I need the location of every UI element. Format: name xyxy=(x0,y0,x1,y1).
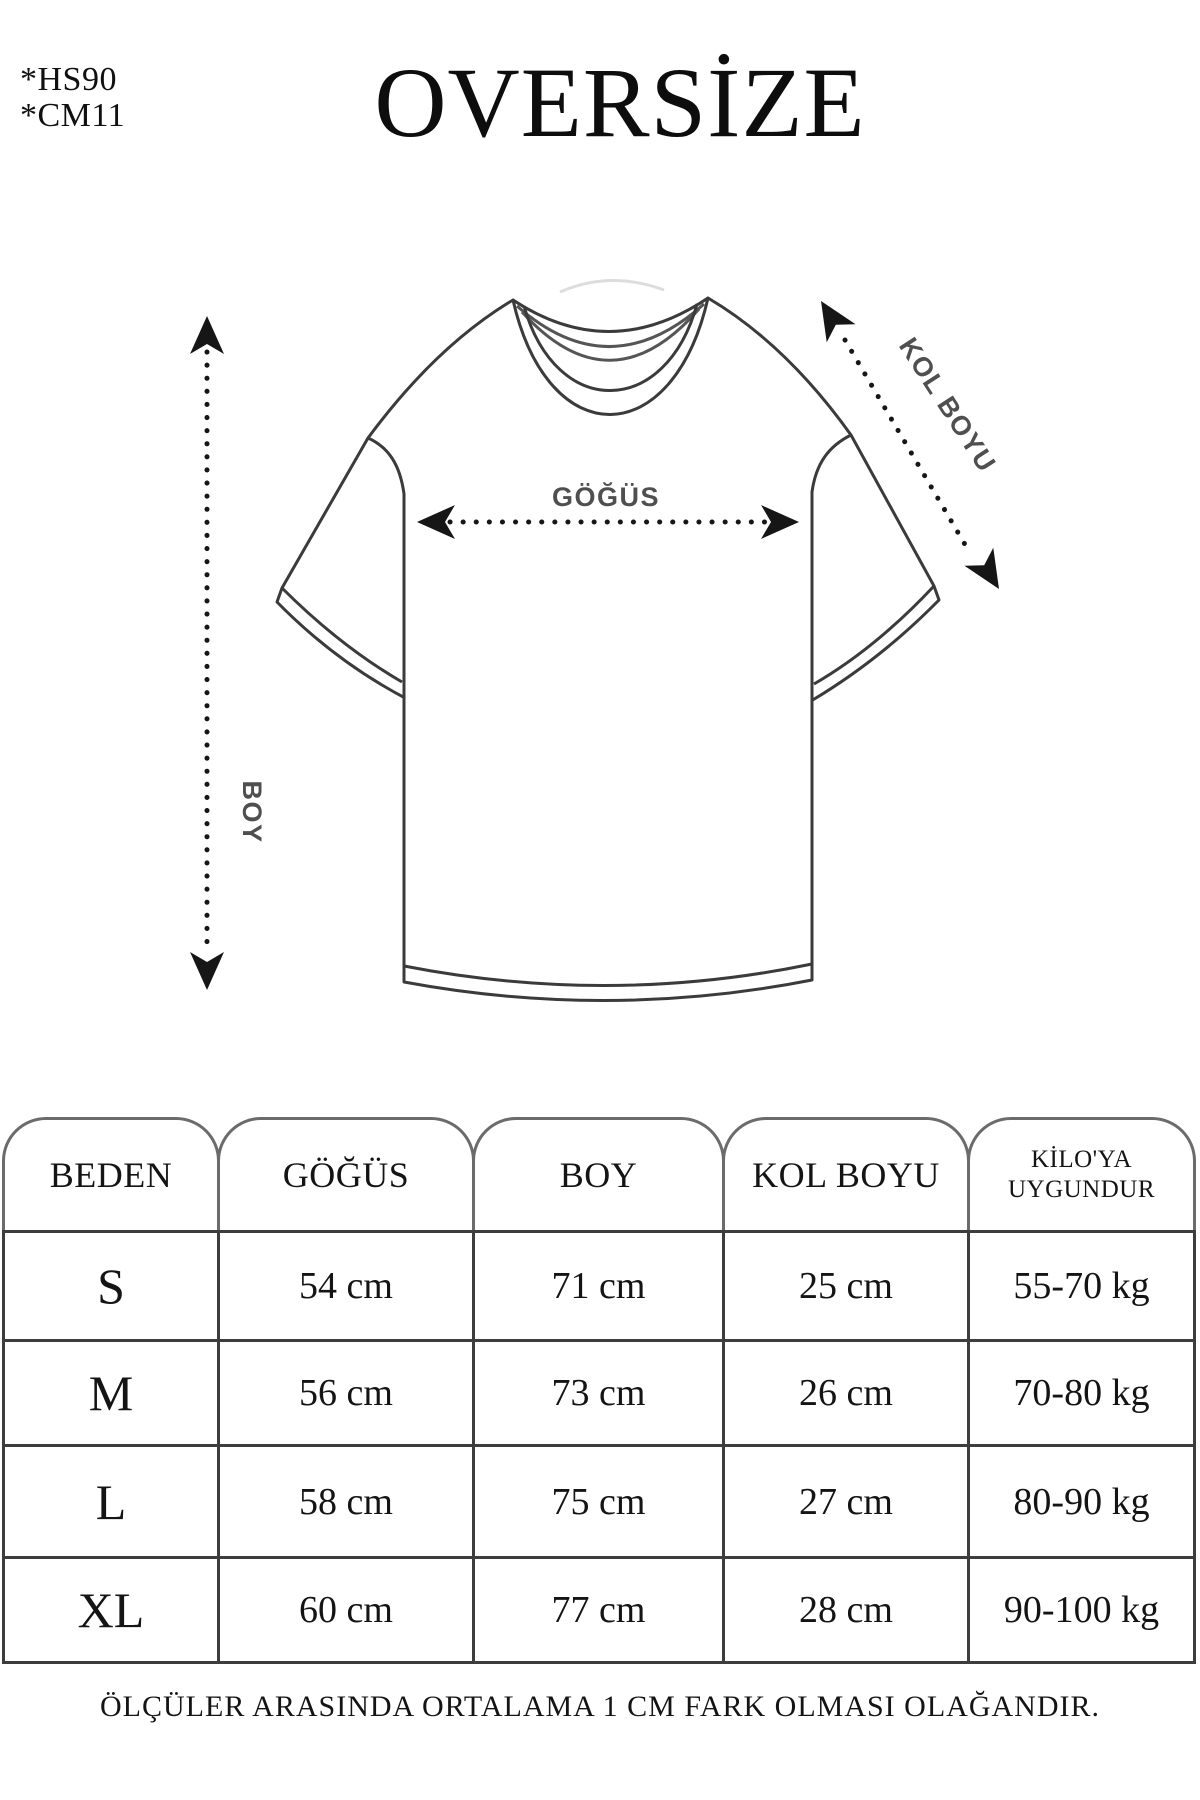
header-beden: BEDEN xyxy=(2,1117,220,1233)
row-l-length: 75 cm xyxy=(472,1444,725,1559)
tshirt-right-sleeve xyxy=(810,434,941,703)
row-s-size: S xyxy=(2,1230,220,1342)
collar-back-neck-line xyxy=(512,296,709,333)
left-sleeve-outline xyxy=(275,437,408,701)
row-m-chest: 56 cm xyxy=(217,1339,475,1447)
sleeve-label: KOL BOYU xyxy=(893,332,1002,478)
collar-inner-band-line xyxy=(522,303,699,392)
sleeve-arrow-head-bottom xyxy=(964,547,999,589)
collar-tag-line xyxy=(559,278,665,294)
sleeve-arrow-dotted-line xyxy=(842,337,973,556)
header-gogus: GÖĞÜS xyxy=(217,1117,475,1233)
header-kol-boyu: KOL BOYU xyxy=(722,1117,970,1233)
chest-arrow-head-right xyxy=(761,505,799,539)
row-l-sleeve: 27 cm xyxy=(722,1444,970,1559)
header-boy: BOY xyxy=(472,1117,725,1233)
row-l-chest: 58 cm xyxy=(217,1444,475,1559)
collar-rib-line-2 xyxy=(520,308,701,362)
right-sleeve-cuff-seam xyxy=(813,584,936,686)
chest-arrow: GÖĞÜS xyxy=(417,481,799,539)
row-xl-size: XL xyxy=(2,1556,220,1664)
disclaimer-text: ÖLÇÜLER ARASINDA ORTALAMA 1 CM FARK OLMA… xyxy=(100,1690,1100,1723)
row-l-weight: 80-90 kg xyxy=(967,1444,1196,1559)
length-arrow: BOY xyxy=(190,316,267,990)
row-m-size: M xyxy=(2,1339,220,1447)
size-table: BEDEN GÖĞÜS BOY KOL BOYU KİLO'YA UYGUNDU… xyxy=(2,1117,1196,1664)
length-label: BOY xyxy=(237,780,267,843)
row-m-weight: 70-80 kg xyxy=(967,1339,1196,1447)
length-arrow-head-bottom xyxy=(190,952,224,990)
product-codes: *HS90 *CM11 xyxy=(20,62,125,134)
row-xl-sleeve: 28 cm xyxy=(722,1556,970,1664)
left-sleeve-cuff-seam xyxy=(280,586,403,684)
header-kiloya-line2: UYGUNDUR xyxy=(1007,1176,1156,1203)
tshirt-body-outline xyxy=(366,296,853,1003)
tshirt-measurement-diagram: BOY GÖĞÜS KOL BOYU xyxy=(190,278,1002,1003)
row-s-sleeve: 25 cm xyxy=(722,1230,970,1342)
row-xl-chest: 60 cm xyxy=(217,1556,475,1664)
row-s-length: 71 cm xyxy=(472,1230,725,1342)
collar-rib-line-1 xyxy=(516,302,705,348)
right-sleeve-outline xyxy=(810,434,941,703)
row-m-length: 73 cm xyxy=(472,1339,725,1447)
row-s-weight: 55-70 kg xyxy=(967,1230,1196,1342)
row-l-size: L xyxy=(2,1444,220,1559)
row-m-sleeve: 26 cm xyxy=(722,1339,970,1447)
row-xl-length: 77 cm xyxy=(472,1556,725,1664)
header-kiloya-line1: KİLO'YA xyxy=(1030,1146,1133,1173)
row-s-chest: 54 cm xyxy=(217,1230,475,1342)
sleeve-arrow-head-top xyxy=(821,301,856,343)
product-code-2: *CM11 xyxy=(20,97,126,134)
header-kiloya-uygundur: KİLO'YA UYGUNDUR xyxy=(967,1117,1196,1233)
page-title: OVERSİZE xyxy=(374,46,866,158)
bottom-hem-seam xyxy=(403,962,813,988)
tshirt-collar xyxy=(512,296,709,392)
chest-arrow-head-left xyxy=(417,505,455,539)
product-code-1: *HS90 xyxy=(20,61,117,98)
tshirt-left-sleeve xyxy=(275,437,408,701)
chest-label: GÖĞÜS xyxy=(552,481,660,512)
length-arrow-head-top xyxy=(190,316,224,354)
row-xl-weight: 90-100 kg xyxy=(967,1556,1196,1664)
